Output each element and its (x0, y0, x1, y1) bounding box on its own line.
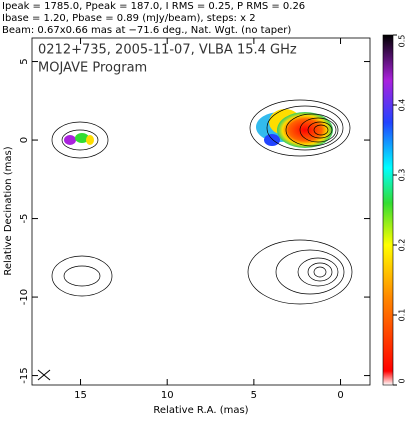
colorbar-tick-label: 0.1 (398, 309, 407, 322)
plot-frame (31, 37, 371, 386)
polarization-color (64, 109, 333, 148)
x-axis-label: Relative R.A. (mas) (153, 405, 248, 416)
header-line: Ipeak = 1785.0, Ppeak = 187.0, I RMS = 0… (2, 1, 305, 12)
x-tick-label: 10 (161, 390, 174, 401)
colorbar-tick-label: 0.5 (398, 35, 407, 48)
y-tick-label: -5 (19, 214, 30, 224)
y-tick-label: -10 (19, 289, 30, 305)
colorbar-tick-label: 0.4 (398, 99, 407, 112)
y-tick-label: -15 (19, 367, 30, 383)
y-axis-label: Relative Decination (mas) (3, 146, 14, 275)
colorbar-tick-label: 0 (398, 378, 407, 383)
y-tick-label: 0 (19, 137, 30, 143)
colorbar-tick-label: 0.2 (398, 239, 407, 252)
x-tick-label: 0 (337, 390, 343, 401)
x-tick-label: 15 (74, 390, 87, 401)
plot-subtitle: MOJAVE Program (38, 61, 147, 76)
colorbar (382, 34, 394, 386)
y-tick-label: 5 (19, 58, 30, 64)
contours (37, 99, 353, 381)
plot-title: 0212+735, 2005-11-07, VLBA 15.4 GHz (38, 43, 297, 58)
colorbar-tick-label: 0.3 (398, 169, 407, 182)
header-line: Ibase = 1.20, Pbase = 0.89 (mJy/beam), s… (2, 13, 256, 24)
header-line: Beam: 0.67x0.66 mas at −71.6 deg., Nat. … (2, 25, 291, 36)
x-tick-label: 5 (251, 390, 257, 401)
